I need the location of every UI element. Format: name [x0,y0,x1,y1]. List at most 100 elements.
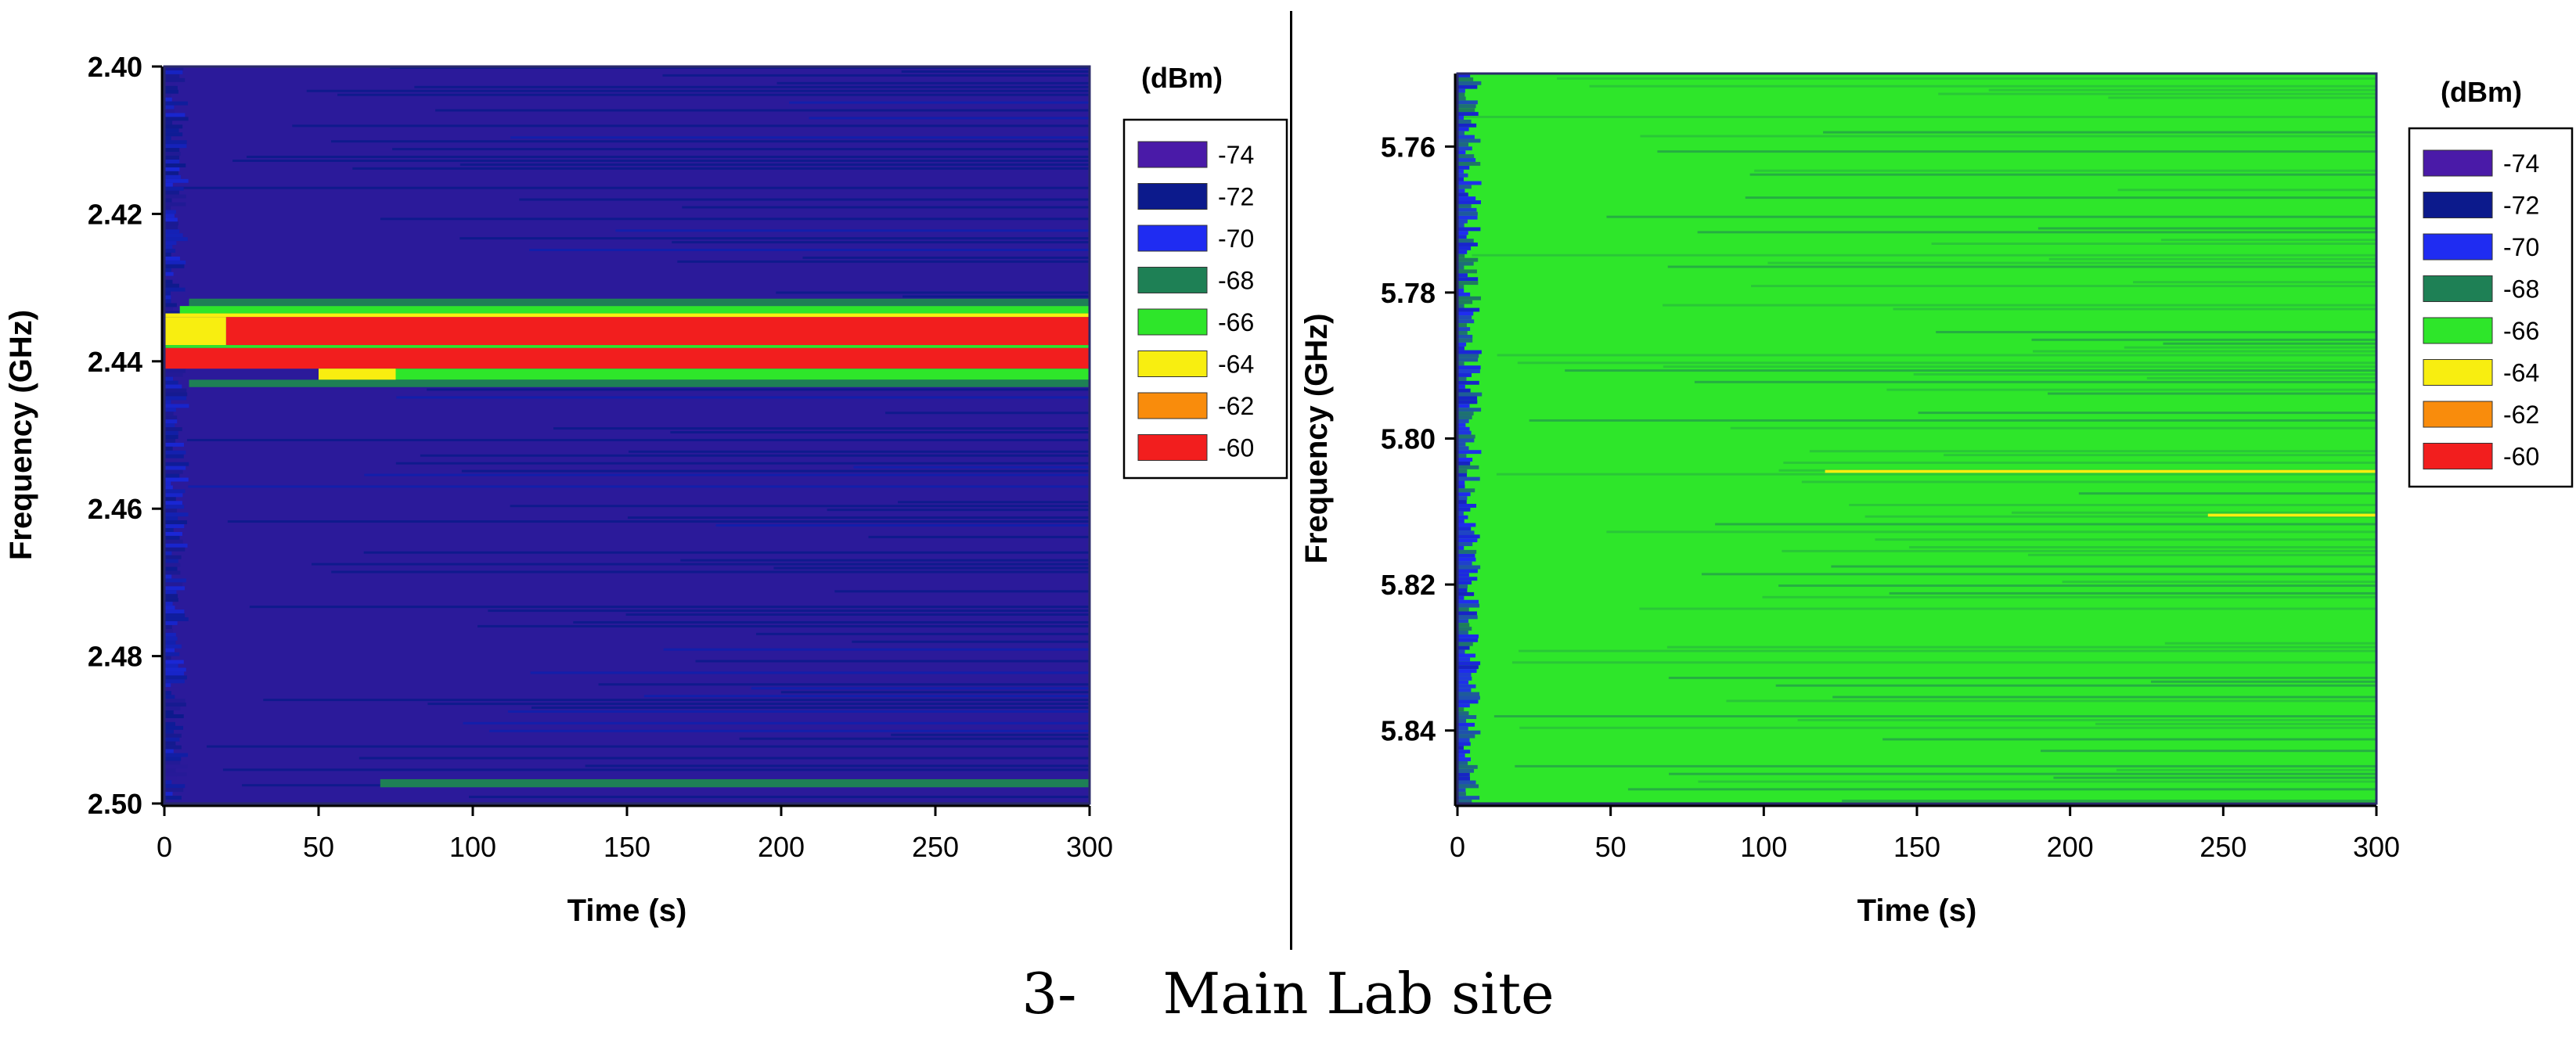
heatmap-edge-cell [1457,707,1465,712]
heatmap-edge-cell [1457,161,1481,166]
x-tick-label: 300 [1066,831,1113,863]
heatmap-streak [312,563,1090,566]
heatmap-edge-cell [164,148,180,153]
heatmap-streak [396,396,1090,399]
heatmap-edge-cell [164,380,178,385]
heatmap-edge-cell [164,652,180,656]
heatmap-edge-cell [164,776,177,781]
heatmap-streak [627,516,1090,520]
heatmap-edge-cell [1457,703,1470,708]
heatmap-edge-cell [164,182,173,187]
heatmap-edge-cell [1457,138,1481,143]
y-tick-label: 2.40 [88,51,142,83]
heatmap-streak [1783,461,2376,464]
heatmap-streak [1875,538,2376,541]
heatmap-streak [352,167,1090,170]
heatmap-streak [420,454,1090,457]
heatmap-edge-cell [164,586,185,591]
x-tick-label: 50 [303,831,334,863]
heatmap-edge-cell [164,477,189,482]
heatmap-edge-cell [164,225,178,230]
heatmap-edge-cell [164,531,182,536]
heatmap-edge-cell [164,788,184,793]
heatmap-edge-cell [164,509,178,513]
heatmap-streak [868,535,1090,538]
heatmap-streak [2027,553,2376,556]
x-tick-label: 100 [1740,831,1787,863]
heatmap-edge-cell [164,624,172,629]
heatmap-streak [1667,265,2376,268]
legend-label: -66 [1218,308,1254,336]
heatmap-edge-cell [1457,81,1482,85]
heatmap-edge-cell [1457,446,1469,451]
heatmap-edge-cell [164,792,173,796]
heatmap-edge-cell [1457,480,1465,485]
heatmap-edge-cell [1457,438,1475,443]
legend-label: -62 [2503,401,2539,429]
heatmap-edge-cell [1457,373,1472,377]
heatmap-streak [186,438,1090,441]
heatmap-edge-cell [164,543,188,548]
heatmap-band [164,345,1090,348]
legend-swatch [2423,443,2493,469]
heatmap-edge-cell [164,311,189,315]
legend-label: -60 [1218,434,1254,462]
heatmap-edge-cell [164,233,183,238]
heatmap-band [1825,469,2376,473]
heatmap-edge-cell [164,656,171,660]
heatmap-edge-cell [1457,358,1479,362]
heatmap-streak [897,501,1090,504]
heatmap-edge-cell [164,729,175,734]
heatmap-edge-cell [164,446,173,451]
heatmap-streak [789,101,1090,104]
x-tick-label: 250 [2200,831,2246,863]
heatmap-streak [715,524,1090,527]
heatmap-edge-cell [164,77,186,82]
heatmap-streak [1842,800,2376,803]
heatmap-edge-cell [164,299,171,304]
heatmap-edge-cell [1457,542,1473,546]
legend-label: -64 [2503,359,2539,387]
heatmap-edge-cell [164,271,174,276]
heatmap-edge-cell [1457,404,1470,408]
heatmap-edge-cell [1457,338,1473,343]
heatmap-edge-cell [1457,796,1480,800]
heatmap-edge-cell [1457,519,1465,523]
heatmap-streak [1832,696,2376,699]
heatmap-streak [2146,376,2376,379]
y-tick-label: 5.76 [1381,131,1436,163]
heatmap-streak [853,466,1090,469]
heatmap-edge-cell [164,524,185,528]
heatmap-texture [1457,74,2376,804]
heatmap-streak [2037,227,2376,230]
heatmap-edge-cell [1457,657,1471,662]
heatmap-streak [695,660,1090,663]
heatmap-streak [1627,788,2376,791]
heatmap-streak [2133,281,2376,284]
heatmap-streak [222,768,1090,771]
x-axis-label: Time (s) [1857,893,1977,928]
heatmap-edge-cell [1457,74,1471,77]
heatmap-streak [662,74,1090,77]
legend-label: -72 [2503,192,2539,220]
heatmap-streak [2062,581,2376,584]
legend-label: -74 [2503,149,2539,178]
heatmap-edge-cell [164,101,189,106]
heatmap-edge-cell [1457,265,1465,270]
heatmap-streak [598,683,1090,686]
heatmap-streak [1589,84,2376,88]
y-tick-label: 2.44 [88,346,142,378]
heatmap-edge-cell [164,695,175,699]
heatmap-edge-cell [1457,257,1479,262]
heatmap-streak [1639,607,2376,610]
heatmap-edge-cell [1457,158,1476,162]
heatmap-edge-cell [164,287,186,292]
heatmap-streak [1918,412,2376,415]
heatmap-edge-cell [164,764,188,769]
heatmap-streak [885,412,1090,415]
heatmap-edge-cell [1457,591,1475,596]
heatmap-streak [2164,642,2376,645]
heatmap-streak [331,570,1090,573]
heatmap-edge-cell [164,202,186,207]
